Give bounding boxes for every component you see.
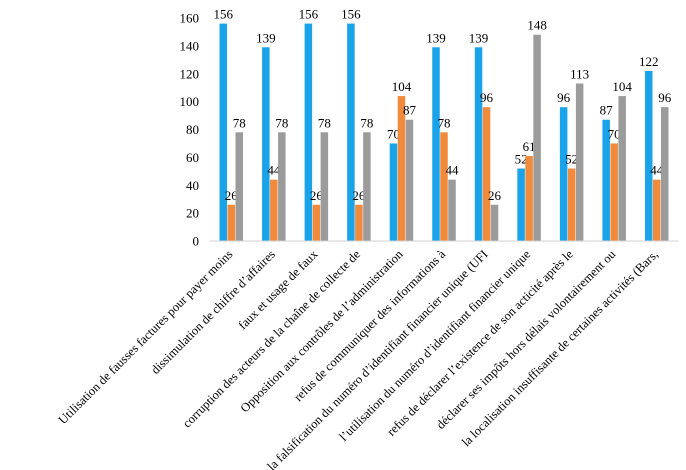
data-label: 70 (608, 126, 621, 141)
bar (482, 107, 491, 241)
bar (320, 132, 329, 241)
data-label: 78 (360, 115, 373, 130)
bar (644, 70, 653, 242)
y-axis: 0 20 40 60 80 100 120 140 160 (180, 11, 200, 249)
bar (397, 96, 406, 241)
bar (355, 204, 363, 241)
data-label: 156 (214, 7, 234, 22)
data-label: 104 (612, 79, 632, 94)
y-tick-label: 80 (186, 122, 199, 137)
bar (389, 143, 398, 241)
bar (660, 107, 669, 241)
data-label: 78 (275, 115, 288, 130)
bar (262, 47, 270, 241)
bar (618, 96, 626, 241)
data-label: 78 (233, 115, 246, 130)
data-label: 104 (392, 79, 412, 94)
data-label: 113 (570, 67, 589, 82)
bar (559, 107, 568, 241)
category-label: refus de communiquer des informations à (291, 247, 448, 404)
bar (405, 119, 414, 241)
bar (304, 23, 313, 242)
data-label: 139 (469, 30, 489, 45)
data-label: 78 (438, 115, 451, 130)
y-tick-label: 20 (186, 206, 199, 221)
bar (219, 23, 228, 242)
bar (347, 23, 355, 242)
bar (533, 34, 541, 241)
y-tick-label: 60 (186, 150, 199, 165)
bar (227, 204, 236, 241)
bar (517, 168, 525, 241)
data-label: 61 (523, 139, 536, 154)
data-label: 52 (565, 152, 578, 167)
data-label: 148 (527, 18, 547, 33)
data-label: 70 (387, 126, 400, 141)
data-label: 26 (225, 188, 239, 203)
bar (474, 47, 483, 241)
y-tick-label: 140 (180, 38, 200, 53)
bar (312, 204, 321, 241)
data-label: 139 (426, 30, 446, 45)
bar (432, 47, 440, 241)
bar (575, 83, 584, 241)
data-label: 139 (256, 30, 276, 45)
data-label: 96 (557, 90, 571, 105)
bar (448, 179, 456, 241)
bar (363, 132, 371, 241)
data-label: 96 (658, 90, 672, 105)
data-label: 44 (650, 163, 664, 178)
data-label: 156 (341, 7, 361, 22)
bar (652, 179, 661, 241)
bars: 156 26 78 139 44 78 156 26 78 156 26 78 70 104 87 139 78… (214, 7, 672, 242)
data-label: 156 (299, 7, 319, 22)
data-label: 96 (480, 90, 494, 105)
bar (235, 132, 244, 241)
y-tick-label: 0 (193, 234, 200, 249)
x-axis: Utilisation de fausses factures pour pay… (56, 240, 678, 470)
data-label: 87 (600, 103, 614, 118)
data-label: 78 (318, 115, 331, 130)
y-tick-label: 160 (180, 11, 200, 26)
data-label: 26 (488, 188, 502, 203)
data-label: 87 (403, 103, 417, 118)
data-label: 26 (310, 188, 324, 203)
bar (602, 119, 610, 241)
bar (440, 132, 448, 241)
bar (610, 143, 618, 241)
data-label: 52 (515, 152, 528, 167)
data-label: 44 (267, 163, 281, 178)
category-label: la localisation insuffisante de certaine… (459, 247, 661, 449)
data-label: 122 (639, 54, 659, 69)
bar (270, 179, 278, 241)
y-tick-label: 100 (180, 94, 200, 109)
y-tick-label: 40 (186, 178, 199, 193)
bar (525, 155, 533, 241)
y-tick-label: 120 (180, 66, 200, 81)
category-label: faux et usage de faux (235, 247, 321, 333)
data-label: 26 (352, 188, 366, 203)
data-label: 44 (446, 163, 460, 178)
bar (490, 204, 499, 241)
bar (278, 132, 286, 241)
bar (567, 168, 576, 241)
